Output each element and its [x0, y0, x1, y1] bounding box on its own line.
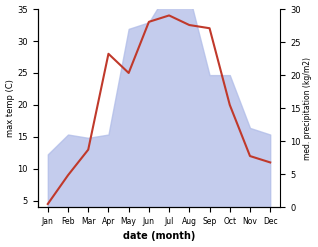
X-axis label: date (month): date (month) [123, 231, 195, 242]
Y-axis label: med. precipitation (kg/m2): med. precipitation (kg/m2) [303, 57, 313, 160]
Y-axis label: max temp (C): max temp (C) [5, 79, 15, 137]
